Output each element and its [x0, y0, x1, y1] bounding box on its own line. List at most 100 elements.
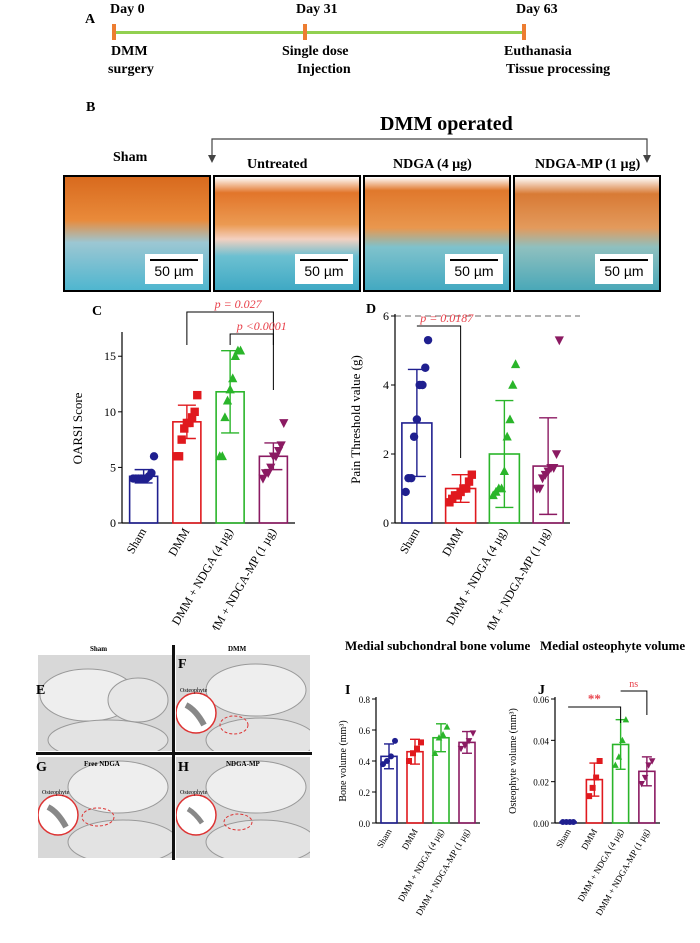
panel-label-g: G — [36, 760, 47, 775]
data-point — [535, 484, 545, 494]
y-tick-label: 0.2 — [359, 788, 370, 798]
y-tick-label: 6 — [383, 309, 389, 323]
significance-label: ** — [588, 691, 601, 706]
category-label: Sham — [375, 827, 394, 850]
data-point — [193, 390, 202, 400]
data-point — [406, 758, 412, 764]
y-tick-label: 0.8 — [359, 695, 371, 705]
y-tick-label: 15 — [104, 349, 116, 363]
data-point — [407, 473, 416, 483]
data-point — [508, 379, 518, 389]
data-point — [423, 335, 433, 345]
data-point — [510, 359, 521, 369]
data-point — [149, 452, 159, 461]
data-point — [412, 415, 422, 424]
data-point — [570, 818, 577, 825]
significance-bracket — [620, 690, 648, 715]
timeline-event1-line1: Single dose — [282, 44, 349, 59]
data-point — [190, 407, 199, 417]
data-point — [469, 730, 477, 737]
data-point — [615, 753, 623, 760]
data-point — [648, 758, 656, 765]
data-point — [502, 431, 512, 441]
y-tick-label: 0 — [110, 516, 116, 530]
timeline-event2-line1: Euthanasia — [504, 44, 572, 59]
dmm-operated-bracket — [208, 138, 651, 163]
panel-label-a: A — [85, 12, 96, 27]
significance-bracket — [568, 706, 622, 723]
data-point — [421, 363, 430, 372]
callout-osteophyte-h: Osteophyte — [180, 790, 208, 796]
data-point — [147, 468, 156, 478]
data-point — [586, 793, 593, 800]
render-dmm-bone — [176, 663, 310, 751]
y-tick-label: 0.0 — [359, 819, 371, 829]
timeline-day63-label: Day 63 — [516, 2, 558, 17]
data-point — [185, 418, 194, 428]
render-ndga-mp-bone — [176, 760, 310, 858]
data-point — [465, 738, 473, 745]
category-label: DMM — [400, 827, 420, 851]
histology-image-ndga: 50 µm — [363, 175, 511, 292]
panel-label-h: H — [178, 760, 189, 775]
data-point — [443, 723, 451, 730]
data-point — [645, 762, 652, 769]
data-point — [462, 484, 471, 493]
data-point — [439, 731, 447, 738]
y-axis-label: Pain Threshold value (g) — [348, 355, 363, 484]
data-point — [435, 734, 443, 741]
data-point — [222, 395, 233, 405]
data-point — [467, 470, 477, 479]
timeline-tick-day0 — [112, 24, 116, 40]
histology-image-untreated: 50 µm — [213, 175, 361, 292]
data-point — [641, 774, 649, 782]
timeline-event0-line2: surgery — [108, 62, 154, 77]
histology-image-sham: 50 µm — [63, 175, 211, 292]
data-point — [418, 739, 424, 746]
data-point — [622, 716, 630, 723]
category-label: DMM + NDGA-MP (1 µg) — [476, 526, 554, 631]
data-point — [619, 736, 626, 744]
y-tick-label: 0.4 — [359, 757, 371, 767]
timeline-tick-day31 — [303, 24, 307, 40]
render-title-dmm: DMM — [228, 645, 247, 653]
data-point — [612, 761, 619, 768]
timeline-event2-line2: Tissue processing — [506, 62, 611, 77]
scale-bar: 50 µm — [295, 254, 353, 284]
category-label: Sham — [123, 525, 149, 556]
data-point — [279, 419, 289, 428]
y-axis-label: Bone volume (mm³) — [338, 720, 349, 801]
y-tick-label: 2 — [383, 447, 389, 461]
data-point — [596, 758, 603, 764]
data-point — [409, 432, 419, 441]
data-point — [431, 749, 439, 756]
panel-label-d: D — [366, 302, 377, 317]
y-tick-label: 0 — [383, 516, 389, 530]
data-point — [499, 466, 509, 476]
data-point — [228, 373, 238, 383]
dmm-operated-title: DMM operated — [380, 113, 513, 135]
category-label: DMM + NDGA-MP (1 µg) — [594, 827, 652, 917]
y-tick-label: 5 — [110, 460, 116, 474]
histo-title-sham: Sham — [113, 150, 148, 165]
data-point — [464, 477, 474, 486]
data-point — [230, 351, 240, 361]
category-label: DMM — [165, 525, 192, 558]
data-point — [177, 435, 186, 444]
data-point — [457, 745, 465, 753]
y-tick-label: 0.00 — [533, 819, 549, 829]
render-free-ndga — [38, 757, 172, 858]
render-title-ndga-mp: NDGA-MP — [226, 760, 260, 768]
bar-4 — [458, 741, 476, 824]
render-title-sham: Sham — [90, 645, 108, 653]
callout-osteophyte-f: Osteophyte — [180, 688, 208, 694]
data-point — [418, 380, 427, 390]
panel-label-i: I — [345, 683, 351, 698]
timeline-line — [114, 31, 524, 34]
histo-title-ndga: NDGA (4 µg) — [393, 157, 472, 172]
data-point — [505, 414, 515, 424]
render-sham-bone — [39, 668, 169, 751]
timeline-event1-line2: Injection — [297, 62, 351, 77]
significance-label: ns — [629, 679, 638, 690]
